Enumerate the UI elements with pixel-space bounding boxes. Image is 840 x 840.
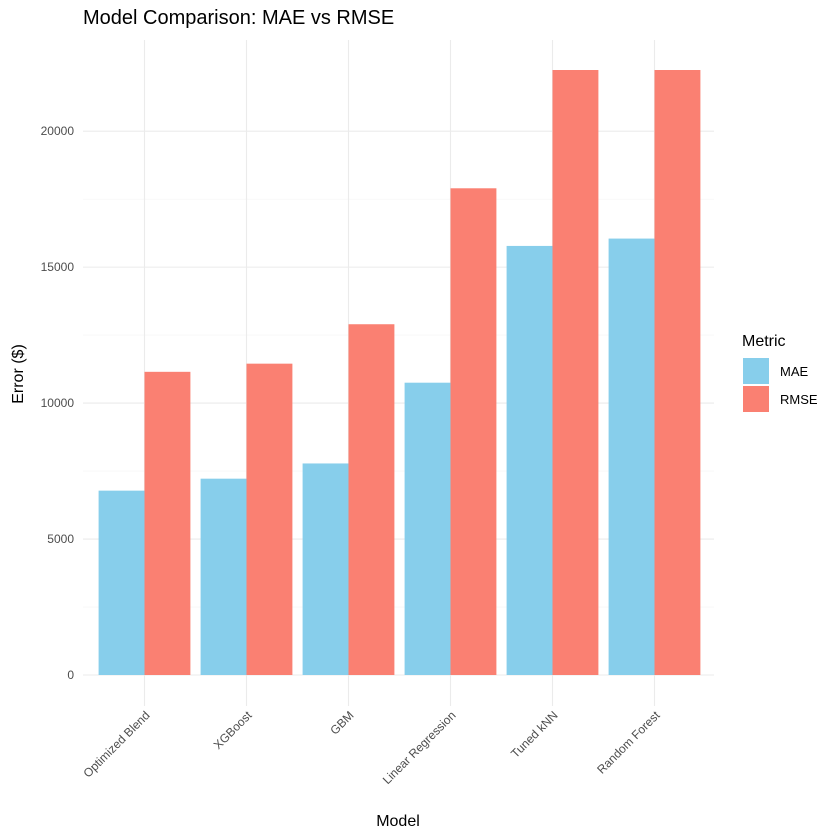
y-tick-label: 0 xyxy=(67,668,74,682)
chart-title: Model Comparison: MAE vs RMSE xyxy=(83,7,394,29)
x-tick-label: GBM xyxy=(327,708,356,737)
bar-rmse xyxy=(246,363,293,675)
y-axis-ticks: 0 5000 10000 15000 20000 xyxy=(41,124,75,682)
bar-mae xyxy=(506,245,553,675)
bars xyxy=(98,70,701,676)
legend-label: MAE xyxy=(780,364,809,379)
bar-rmse xyxy=(654,70,701,675)
legend: Metric MAE RMSE xyxy=(742,333,818,412)
legend-swatch xyxy=(743,358,769,384)
x-tick-label: Random Forest xyxy=(594,708,663,777)
legend-items: MAE RMSE xyxy=(743,358,818,412)
bar-rmse xyxy=(552,70,599,675)
bar-rmse xyxy=(450,188,497,676)
x-tick-label: Optimized Blend xyxy=(80,708,152,780)
y-axis-title: Error ($) xyxy=(10,344,27,404)
bar-mae xyxy=(404,382,451,675)
x-tick-label: Tuned kNN xyxy=(508,708,561,761)
bar-rmse xyxy=(144,371,191,675)
x-tick-label: Linear Regression xyxy=(380,708,459,787)
bar-mae xyxy=(98,490,145,675)
legend-swatch xyxy=(743,386,769,412)
bar-rmse xyxy=(348,324,395,675)
y-tick-label: 10000 xyxy=(41,396,75,410)
bar-mae xyxy=(302,463,349,675)
legend-label: RMSE xyxy=(780,392,818,407)
y-tick-label: 20000 xyxy=(41,124,75,138)
y-tick-label: 5000 xyxy=(47,532,74,546)
y-tick-label: 15000 xyxy=(41,260,75,274)
x-tick-label: XGBoost xyxy=(211,708,255,752)
x-axis-title: Model xyxy=(376,813,420,830)
bar-mae xyxy=(608,238,655,675)
legend-title: Metric xyxy=(742,333,786,350)
bar-mae xyxy=(200,478,247,675)
x-axis-ticks: Optimized Blend XGBoost GBM Linear Regressi… xyxy=(80,708,663,787)
